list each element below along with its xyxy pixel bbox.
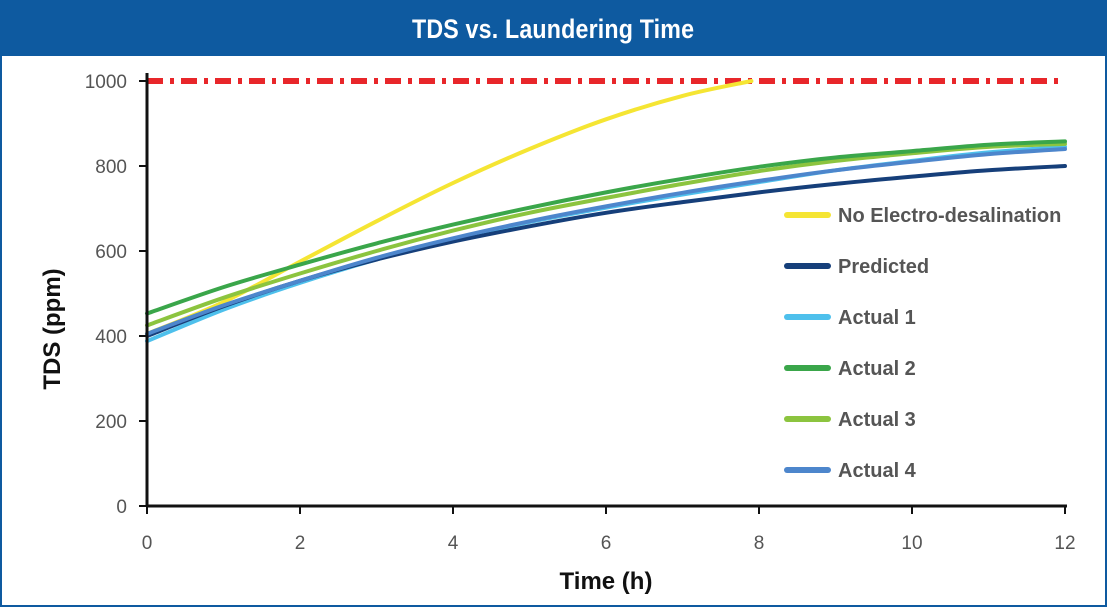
series-line-actual-3 — [145, 141, 1067, 328]
x-tick-label: 10 — [901, 533, 922, 554]
chart-title: TDS vs. Laundering Time — [412, 13, 695, 44]
x-tick-label: 0 — [142, 533, 153, 554]
x-tick-label: 2 — [295, 533, 306, 554]
series-line-actual-2 — [145, 139, 1067, 316]
legend-label: Actual 2 — [838, 358, 916, 380]
y-tick-label: 600 — [95, 242, 127, 263]
legend: No Electro-desalination Predicted Actual 1… — [784, 205, 1061, 482]
ticks-layer: 0 2 4 6 8 10 12 0 200 400 600 800 1000 — [85, 72, 1076, 554]
legend-label: Actual 1 — [838, 307, 916, 329]
y-tick-label: 1000 — [85, 72, 127, 93]
legend-label: Actual 3 — [838, 409, 916, 431]
x-tick-label: 4 — [448, 533, 459, 554]
series-line-actual-4 — [145, 147, 1067, 336]
x-tick-label: 6 — [601, 533, 612, 554]
y-axis-title: TDS (ppm) — [39, 268, 66, 389]
title-bar: TDS vs. Laundering Time — [2, 2, 1105, 56]
series-line-no-electro-desalination — [145, 79, 754, 336]
x-tick-label: 12 — [1054, 533, 1075, 554]
y-tick-label: 200 — [95, 412, 127, 433]
y-tick-label: 800 — [95, 157, 127, 178]
x-axis-title: Time (h) — [560, 568, 653, 595]
y-tick-label: 0 — [116, 497, 127, 518]
legend-label: Actual 4 — [838, 460, 917, 482]
series-layer — [145, 79, 1067, 344]
y-tick-label: 400 — [95, 327, 127, 348]
legend-label: No Electro-desalination — [838, 205, 1061, 227]
x-tick-label: 8 — [754, 533, 765, 554]
legend-label: Predicted — [838, 256, 929, 278]
